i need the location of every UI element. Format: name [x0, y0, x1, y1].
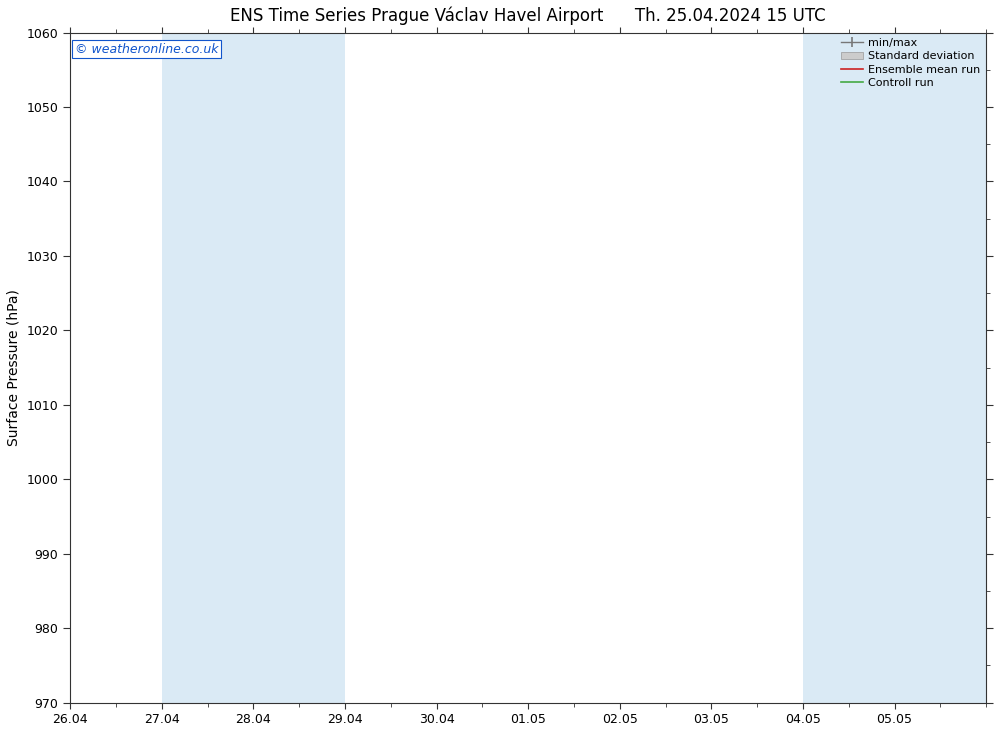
Y-axis label: Surface Pressure (hPa): Surface Pressure (hPa): [7, 289, 21, 446]
Legend: min/max, Standard deviation, Ensemble mean run, Controll run: min/max, Standard deviation, Ensemble me…: [837, 34, 984, 92]
Title: ENS Time Series Prague Václav Havel Airport      Th. 25.04.2024 15 UTC: ENS Time Series Prague Václav Havel Airp…: [230, 7, 826, 26]
Bar: [803, 32, 849, 703]
Text: © weatheronline.co.uk: © weatheronline.co.uk: [75, 43, 218, 56]
Bar: [940, 32, 986, 703]
Bar: [849, 32, 940, 703]
Bar: [162, 32, 345, 703]
